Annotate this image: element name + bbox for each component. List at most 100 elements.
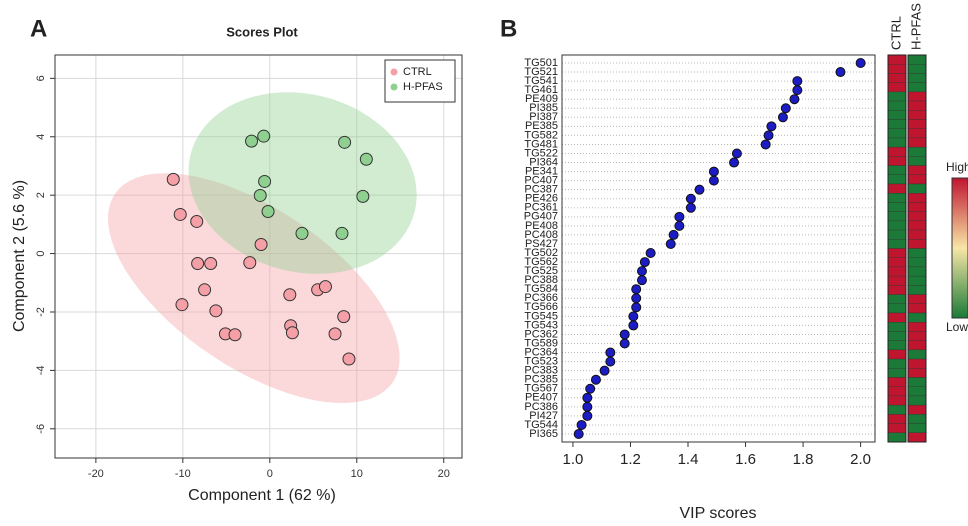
y-tick-label: -2: [35, 307, 47, 317]
heatmap-cell: [907, 165, 927, 175]
legend-box: [384, 59, 456, 103]
heatmap-cell: [907, 266, 927, 277]
point: [243, 256, 257, 270]
dot: [619, 338, 630, 349]
plot-border: [561, 54, 876, 443]
x-tick-label: 1.2: [620, 451, 641, 468]
y-tick-label: PC408: [524, 229, 558, 241]
point: [342, 352, 356, 366]
heatmap-cell: [887, 174, 907, 185]
y-tick-label: PS427: [525, 238, 558, 250]
dot: [636, 266, 647, 277]
dot: [763, 130, 774, 141]
x-tick-label: 1.4: [678, 451, 699, 468]
dot: [619, 329, 630, 340]
x-tick-label: 2.0: [850, 451, 871, 468]
heatmap-cell: [907, 349, 927, 360]
point: [245, 134, 259, 148]
dot: [835, 67, 846, 78]
dot: [582, 392, 593, 403]
heatmap-cell: [887, 377, 907, 387]
y-tick-label: PE426: [525, 193, 558, 205]
heatmap-cell: [907, 331, 927, 341]
heatmap-cell: [887, 64, 907, 74]
heatmap-cell: [887, 193, 907, 203]
x-axis-label: Component 1 (62 %): [188, 487, 336, 504]
dot: [631, 302, 642, 313]
heatmap-cell: [887, 110, 907, 120]
y-tick-label: TG501: [524, 57, 558, 69]
dot: [582, 410, 593, 421]
heatmap-cell: [907, 285, 927, 295]
dot: [777, 112, 788, 123]
point: [283, 288, 297, 302]
y-tick-label: PC361: [524, 202, 558, 214]
heatmap-cell: [907, 54, 927, 65]
column-label: CTRL: [888, 16, 903, 50]
dot: [685, 202, 696, 213]
x-tick-label: 20: [438, 468, 450, 480]
heatmap-cell: [887, 331, 907, 341]
point: [337, 310, 351, 324]
heatmap-cell: [887, 285, 907, 295]
point: [204, 257, 218, 271]
plot-area: [55, 55, 462, 458]
y-tick-label: PC362: [524, 328, 558, 340]
y-tick-label: 2: [35, 192, 47, 198]
dot: [665, 238, 676, 249]
x-tick-label: -10: [175, 468, 191, 480]
dot: [766, 121, 777, 132]
heatmap-cell: [887, 349, 907, 360]
heatmap-cell: [907, 229, 927, 240]
y-tick-label: TG461: [524, 84, 558, 96]
heatmap-cell: [887, 395, 907, 406]
heatmap-cell: [907, 110, 927, 120]
heatmap-border: [907, 54, 927, 443]
dot: [708, 175, 719, 186]
heatmap-cell: [887, 248, 907, 258]
y-tick-label: 6: [35, 75, 47, 81]
point: [359, 152, 373, 166]
y-tick-label: PI385: [529, 102, 558, 114]
heatmap-cell: [907, 312, 927, 323]
dot: [729, 157, 740, 168]
heatmap-border: [887, 54, 907, 443]
heatmap-cell: [887, 82, 907, 93]
y-tick-label: PC387: [524, 184, 558, 196]
dot: [628, 320, 639, 331]
heatmap-cell: [887, 423, 907, 433]
x-tick-label: -20: [88, 468, 104, 480]
heatmap-cell: [907, 294, 927, 304]
heatmap-cell: [887, 73, 907, 83]
y-tick-label: 4: [35, 134, 47, 140]
y-tick-label: PE409: [525, 93, 558, 105]
heatmap-cell: [907, 404, 927, 415]
y-tick-label: TG589: [524, 337, 558, 349]
y-tick-label: TG584: [524, 283, 558, 295]
y-tick-label: TG544: [524, 419, 558, 431]
heatmap-cell: [907, 211, 927, 222]
y-tick-label: TG502: [524, 247, 558, 259]
point: [295, 226, 309, 240]
heatmap-cell: [887, 100, 907, 111]
heatmap-cell: [887, 414, 907, 424]
y-tick-label: PC366: [524, 292, 558, 304]
y-tick-label: PC385: [524, 374, 558, 386]
heatmap-cell: [907, 340, 927, 351]
heatmap-cell: [887, 368, 907, 378]
plot-border: [54, 54, 463, 459]
dot: [668, 229, 679, 240]
heatmap-cell: [907, 100, 927, 111]
point: [254, 238, 268, 252]
heatmap-cell: [887, 239, 907, 249]
heatmap-cell: [887, 183, 907, 194]
dot: [573, 429, 584, 439]
point: [258, 174, 272, 188]
legend-marker: [390, 83, 398, 91]
y-tick-label: PG407: [524, 211, 558, 223]
y-tick-label: PC388: [524, 274, 558, 286]
heatmap-cell: [907, 64, 927, 74]
y-tick-label: PC383: [524, 365, 558, 377]
x-tick-label: 0: [267, 468, 273, 480]
x-tick-label: 1.8: [793, 451, 814, 468]
